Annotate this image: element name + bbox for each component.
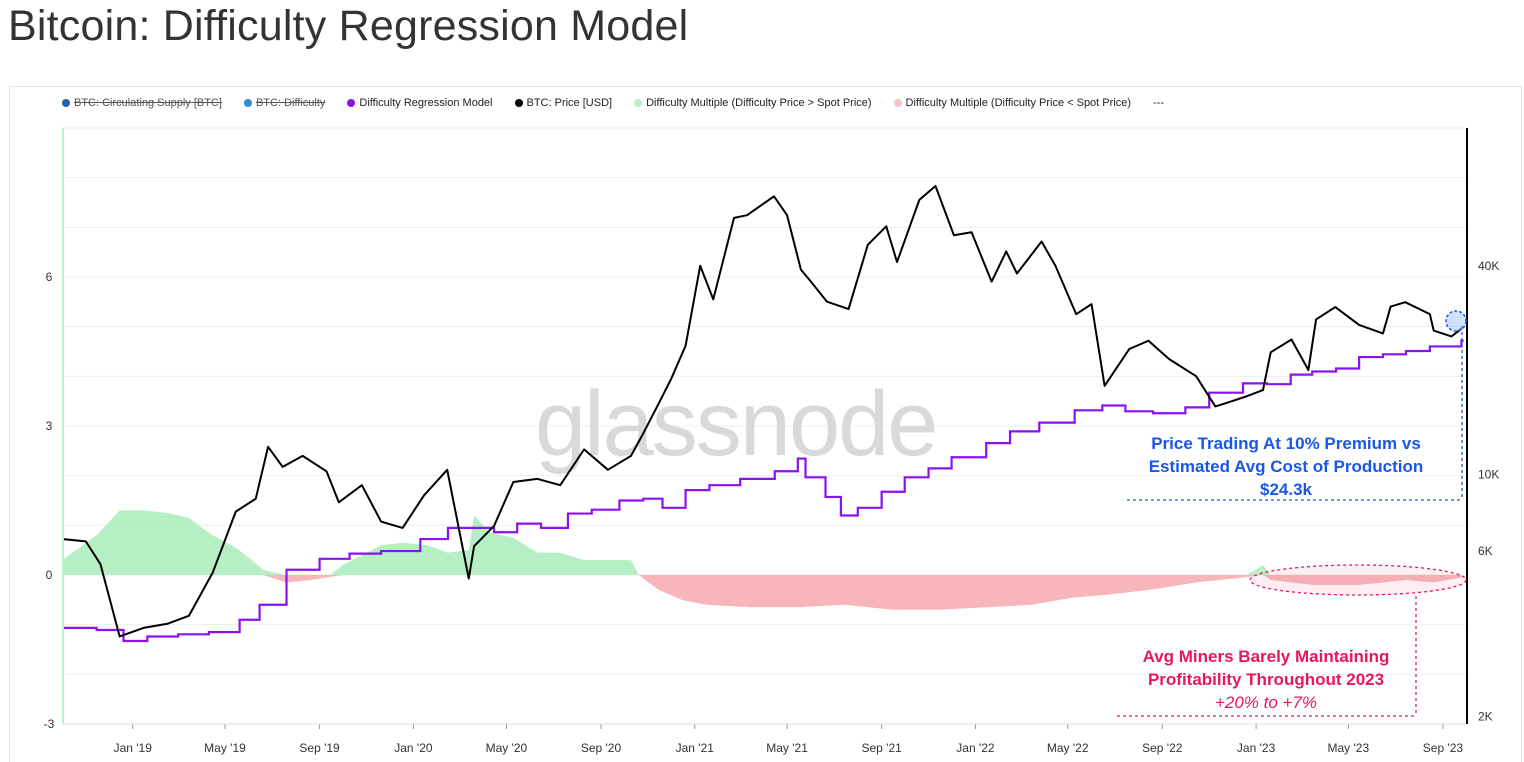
x-tick-label: Sep '19 [299,741,340,755]
blue-annotation-line1: Price Trading At 10% Premium vs [1151,434,1421,453]
left-tick-label: -3 [44,717,55,731]
legend-marker [634,99,643,107]
x-tick-label: Jan '22 [956,741,995,755]
chart-legend: BTC: Circulating Supply [BTC] BTC: Diffic… [62,95,1186,111]
right-tick-label: 40K [1478,259,1499,273]
chart-frame [9,86,1522,762]
legend-item-6[interactable]: --- [1153,97,1164,109]
legend-marker [62,99,70,107]
page-title: Bitcoin: Difficulty Regression Model [8,2,689,50]
x-tick-label: May '19 [204,741,246,755]
legend-item-5[interactable]: Difficulty Multiple (Difficulty Price < … [893,97,1132,109]
legend-label: Difficulty Multiple (Difficulty Price > … [646,97,872,109]
x-tick-label: May '20 [486,741,528,755]
left-tick-label: 6 [46,270,53,284]
legend-label: BTC: Difficulty [255,97,326,109]
axes: -3 0 3 6 2K 6K 10K 40K Jan '19 May '19 Sep '19 Jan … [44,128,1499,755]
legend-label: BTC: Price [USD] [526,97,613,109]
pink-annotation-line2: Profitability Throughout 2023 [1148,670,1384,689]
legend-label: Difficulty Regression Model [359,97,493,109]
x-tick-label: May '23 [1328,741,1370,755]
price-line [62,184,1462,638]
legend-label: --- [1153,97,1165,109]
positive-multiple-area [62,510,1271,575]
x-tick-label: Sep '20 [581,741,622,755]
pink-annotation-line3: +20% to +7% [1215,693,1317,712]
series-lines [62,184,1464,643]
x-tick-label: Sep '21 [861,741,902,755]
x-tick-label: Jan '23 [1237,741,1276,755]
annotations: Price Trading At 10% Premium vs Estimate… [1117,310,1467,717]
negative-multiple-area [263,575,1462,610]
difficulty-multiple-areas [62,510,1462,610]
legend-label: Difficulty Multiple (Difficulty Price < … [905,97,1132,109]
left-tick-label: 0 [46,568,53,582]
left-tick-label: 3 [46,419,53,433]
x-tick-label: May '22 [1047,741,1089,755]
legend-marker [243,99,252,107]
watermark: glassnode [535,373,936,475]
right-tick-label: 6K [1478,544,1493,558]
x-tick-label: Jan '20 [394,741,433,755]
right-tick-label: 2K [1478,709,1493,723]
right-tick-label: 10K [1478,467,1499,481]
legend-marker [514,99,523,107]
blue-annotation-line2: Estimated Avg Cost of Production [1149,457,1424,476]
x-tick-label: May '21 [766,741,808,755]
legend-item-0[interactable]: BTC: Circulating Supply [BTC] [62,97,222,109]
x-tick-label: Jan '21 [676,741,715,755]
blue-annotation-line3: $24.3k [1260,480,1313,499]
legend-item-1[interactable]: BTC: Difficulty [243,97,326,109]
legend-label: BTC: Circulating Supply [BTC] [74,97,222,109]
x-tick-label: Sep '23 [1423,741,1464,755]
legend-item-2[interactable]: Difficulty Regression Model [347,97,493,109]
x-tick-label: Jan '19 [114,741,153,755]
legend-item-3[interactable]: BTC: Price [USD] [514,97,613,109]
blue-annotation-circle [1445,310,1467,332]
pink-annotation-line1: Avg Miners Barely Maintaining [1143,647,1390,666]
legend-marker [893,99,902,107]
x-tick-label: Sep '22 [1142,741,1183,755]
legend-marker [347,99,356,107]
pink-annotation-ellipse [1249,564,1467,596]
legend-item-4[interactable]: Difficulty Multiple (Difficulty Price > … [634,97,872,109]
model-line [62,339,1464,643]
